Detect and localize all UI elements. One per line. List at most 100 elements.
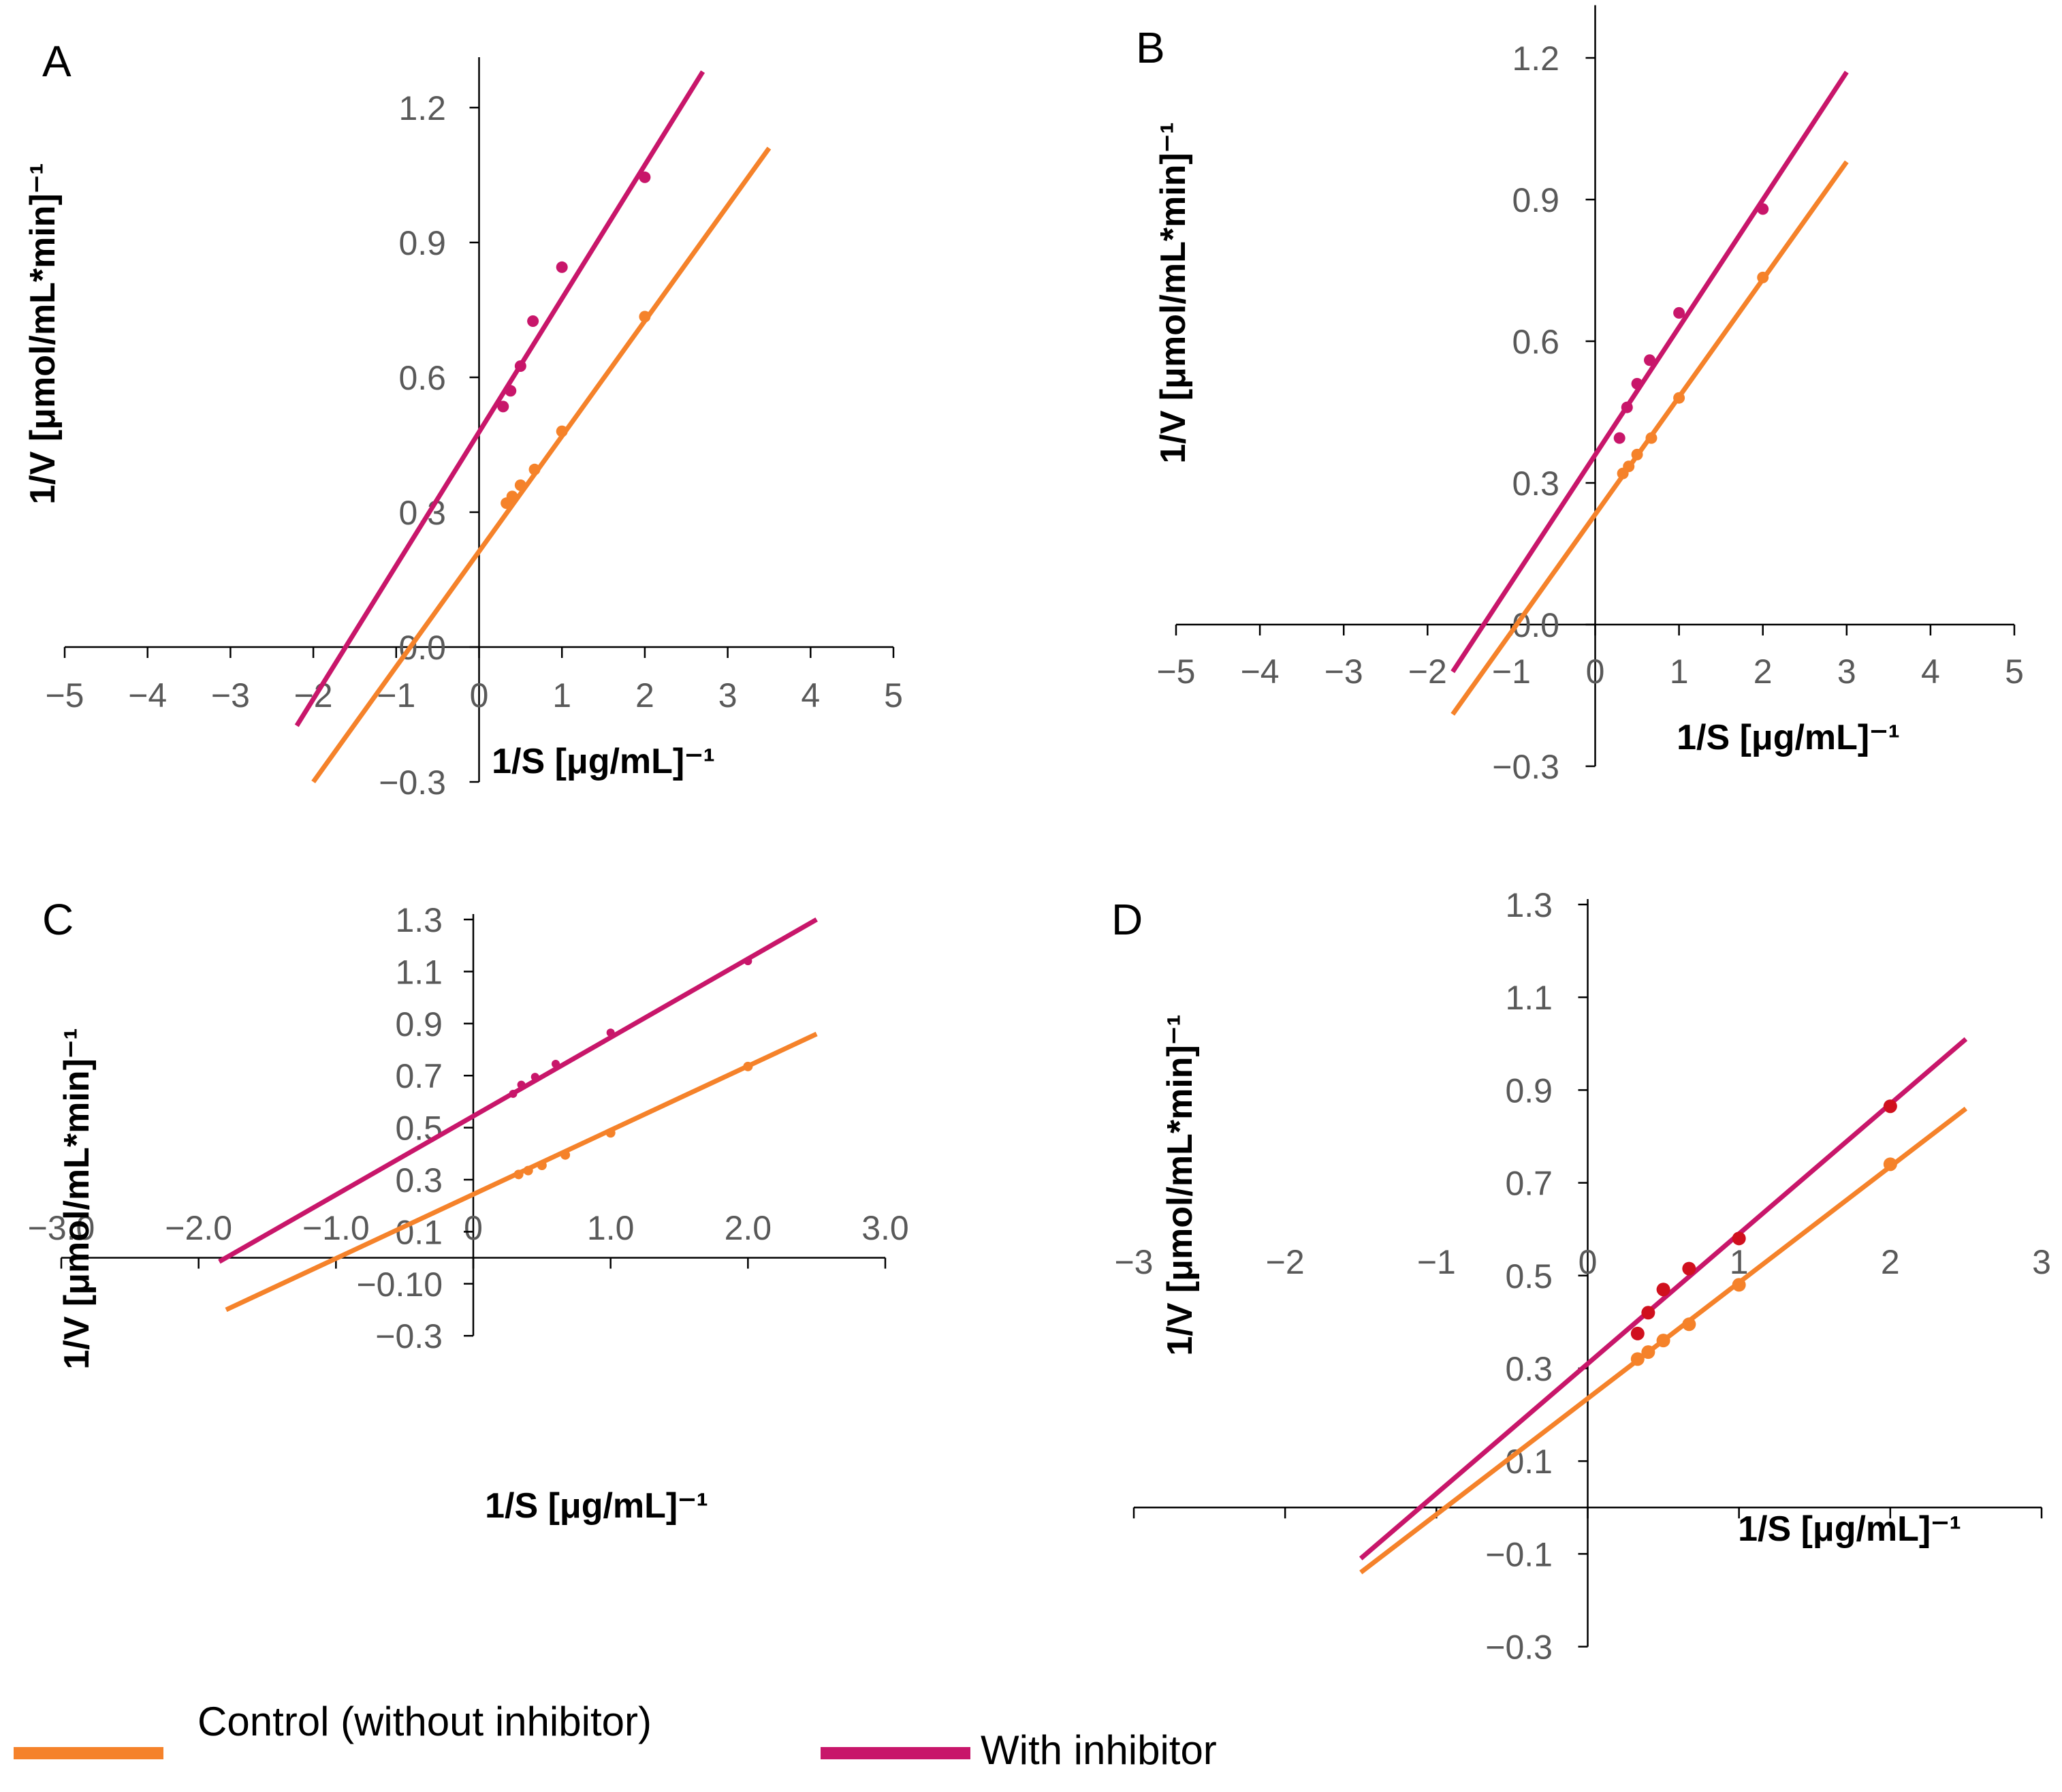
x-tick-label: 2 — [1881, 1243, 1900, 1281]
legend-control-label: Control (without inhibitor) — [197, 1699, 652, 1744]
data-point — [1656, 1334, 1670, 1348]
y-axis-label: 1/V [μmol/mL*min]⁻¹ — [1160, 1014, 1200, 1355]
series-inhibitor — [294, 70, 705, 727]
data-point — [523, 1165, 533, 1176]
data-point — [514, 360, 526, 372]
data-point — [509, 1089, 518, 1098]
x-tick-label: 4 — [1921, 653, 1940, 691]
x-tick-label: 0 — [470, 676, 489, 714]
data-point — [514, 479, 526, 491]
x-axis-label: 1/S [μg/mL]⁻¹ — [1738, 1509, 1961, 1549]
x-tick-label: −5 — [45, 676, 84, 714]
y-tick-label: −0.1 — [1485, 1535, 1553, 1573]
x-tick-label: −1 — [1417, 1243, 1456, 1281]
y-tick-label: −0.3 — [375, 1317, 443, 1355]
series-inhibitor — [1450, 70, 1849, 674]
data-point — [505, 385, 517, 397]
trend-line — [294, 70, 705, 727]
data-point — [506, 490, 518, 503]
x-tick-label: 3 — [718, 676, 737, 714]
data-point — [1641, 1345, 1655, 1359]
data-point — [639, 311, 651, 323]
data-point — [527, 315, 539, 327]
data-point — [1631, 448, 1643, 460]
data-point — [1757, 271, 1769, 283]
x-tick-label: −4 — [1241, 653, 1280, 691]
x-tick-label: 0 — [1586, 653, 1605, 691]
y-tick-label: 0.9 — [1512, 181, 1559, 219]
y-tick-label: −0.3 — [1485, 1629, 1553, 1667]
data-point — [639, 171, 651, 183]
x-tick-label: 2 — [1754, 653, 1773, 691]
data-point — [1623, 460, 1635, 473]
panel-d: D−3 −2 −1 0 1 2 3−0.3−0.10.10.30.50.70.91.11.3… — [1111, 886, 2051, 1667]
x-tick-label: 3 — [1837, 653, 1856, 691]
data-point — [1630, 1326, 1645, 1340]
x-tick-label: −2 — [1408, 653, 1447, 691]
y-tick-label: 1.1 — [395, 953, 443, 991]
y-axis-label: 1/V [μmol/mL*min]⁻¹ — [23, 163, 63, 504]
y-tick-label: 0.7 — [1505, 1165, 1553, 1203]
data-point — [1673, 306, 1685, 319]
data-point — [517, 1080, 526, 1089]
y-tick-label: 0.9 — [395, 1005, 443, 1043]
data-point — [556, 261, 568, 273]
legend: Control (without inhibitor) With inhibit… — [14, 1699, 1217, 1773]
series-inhibitor — [218, 917, 818, 1264]
y-tick-label: 1.2 — [1512, 40, 1559, 78]
x-tick-label: −1 — [1492, 653, 1531, 691]
x-tick-label: 2 — [635, 676, 654, 714]
y-tick-label: 0.3 — [1512, 465, 1559, 503]
data-point — [1630, 1352, 1645, 1366]
series-inhibitor — [1359, 1037, 1968, 1560]
data-point — [1883, 1157, 1897, 1172]
x-tick-label: −2 — [1266, 1243, 1305, 1281]
trend-line — [1359, 1037, 1968, 1560]
data-point — [560, 1150, 571, 1160]
data-point — [513, 1169, 524, 1180]
data-point — [1641, 1306, 1655, 1320]
data-point — [1757, 203, 1769, 215]
y-axis-label: 1/V [μmol/mL*min]⁻¹ — [1154, 122, 1193, 463]
data-point — [1613, 432, 1625, 444]
y-tick-label: 1.1 — [1505, 979, 1553, 1017]
data-point — [1621, 401, 1633, 413]
y-tick-label: −0.3 — [1492, 748, 1559, 786]
series-control — [225, 1031, 818, 1312]
data-point — [528, 463, 541, 475]
x-tick-label: −3.0 — [28, 1209, 95, 1247]
x-tick-label: 2.0 — [725, 1209, 772, 1247]
x-tick-label: −3 — [1325, 653, 1363, 691]
data-point — [1656, 1283, 1670, 1297]
trend-line — [1450, 70, 1849, 674]
panel-c: C−3.0 −2.0 −1.0 0 1.0 2.0 3.0−0.3−0.100.10.30.… — [28, 895, 909, 1526]
x-tick-label: 1.0 — [587, 1209, 635, 1247]
y-tick-label: 0.9 — [1505, 1071, 1553, 1110]
data-point — [744, 957, 752, 966]
y-tick-label: 1.3 — [395, 901, 443, 939]
x-tick-label: −3 — [1114, 1243, 1153, 1281]
data-point — [1883, 1099, 1897, 1114]
x-tick-label: 5 — [2005, 653, 2024, 691]
y-tick-label: 0.0 — [398, 629, 446, 667]
y-tick-label: 1.2 — [398, 89, 446, 127]
panel-b: B −5 −4 −3 −2 −1 0 1 2 3 4 5 −0.3 0.0 0.3 0.6 0.9 1.2 1/S … — [1136, 5, 2024, 786]
data-point — [1732, 1231, 1746, 1246]
x-tick-label: 5 — [884, 676, 903, 714]
y-tick-label: 0.3 — [1505, 1350, 1553, 1388]
data-point — [1673, 392, 1685, 404]
series-control — [1450, 160, 1849, 716]
legend-inhibitor-label: With inhibitor — [981, 1727, 1217, 1773]
y-tick-label: 0.1 — [1505, 1443, 1553, 1481]
panel-a: A−5−4−3−2−1012345−0.30.00.30.60.91.21/S … — [23, 37, 903, 802]
x-tick-label: −3 — [211, 676, 250, 714]
data-point — [556, 425, 568, 437]
y-tick-label: −0.3 — [379, 764, 446, 802]
x-tick-label: −5 — [1156, 653, 1195, 691]
trend-line — [218, 917, 818, 1264]
trend-line — [311, 146, 772, 784]
data-point — [552, 1060, 560, 1069]
x-axis-label: 1/S [μg/mL]⁻¹ — [485, 1486, 708, 1526]
x-tick-label: 4 — [801, 676, 820, 714]
